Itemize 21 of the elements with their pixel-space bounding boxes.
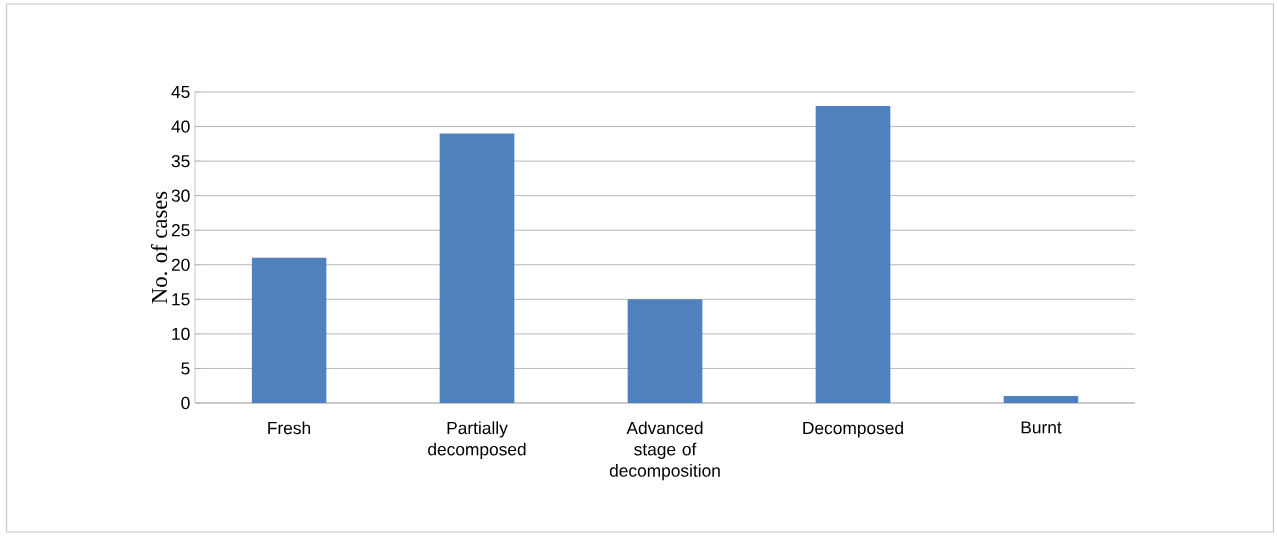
bar bbox=[251, 257, 327, 403]
y-tick-label: 45 bbox=[171, 85, 190, 99]
y-tick-label: 30 bbox=[171, 189, 190, 202]
bar bbox=[439, 133, 515, 403]
x-tick-label: Fresh bbox=[268, 421, 311, 435]
y-tick-label: 10 bbox=[172, 327, 190, 341]
y-tick-label: 35 bbox=[171, 154, 190, 168]
y-tick-label: 15 bbox=[172, 293, 190, 306]
y-tick-label: 40 bbox=[171, 120, 190, 133]
x-tick-label: Advanced stage of decomposition bbox=[609, 421, 720, 481]
y-tick-label: 5 bbox=[181, 362, 190, 375]
bar bbox=[815, 105, 891, 403]
x-tick-label: Partially decomposed bbox=[428, 421, 526, 459]
y-axis-title: No. of cases bbox=[150, 191, 168, 304]
y-tick-label: 25 bbox=[171, 224, 190, 237]
x-tick-label: Burnt bbox=[1021, 421, 1062, 434]
bar bbox=[627, 299, 703, 403]
bar bbox=[1003, 396, 1079, 403]
y-tick-label: 0 bbox=[181, 396, 190, 410]
y-tick-label: 20 bbox=[171, 258, 190, 271]
x-tick-label: Decomposed bbox=[803, 421, 903, 438]
